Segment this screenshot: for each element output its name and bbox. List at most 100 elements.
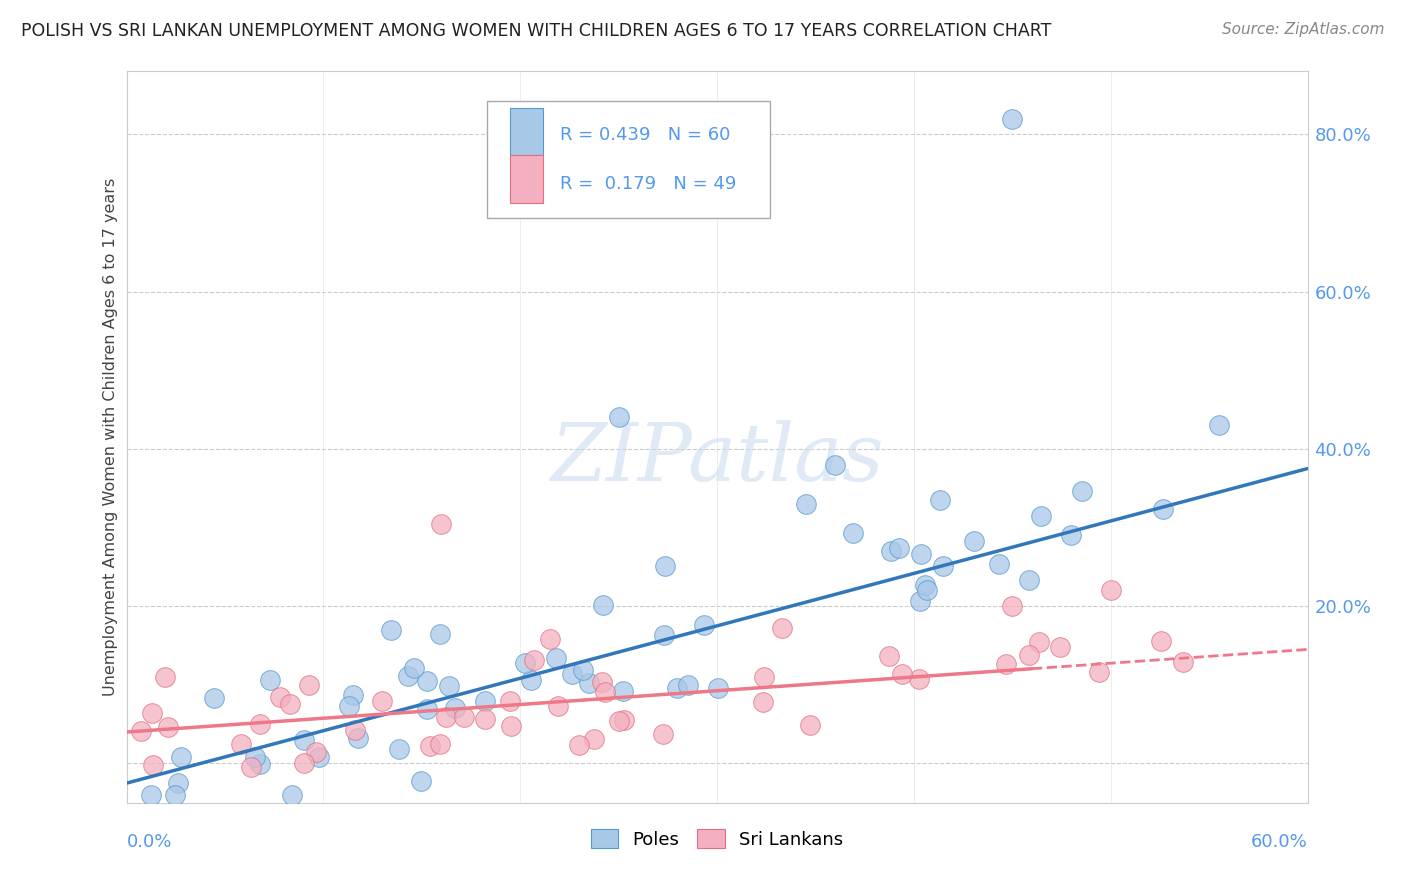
Text: Source: ZipAtlas.com: Source: ZipAtlas.com [1222, 22, 1385, 37]
Text: R = 0.439   N = 60: R = 0.439 N = 60 [560, 126, 730, 145]
Point [411, 774, 433, 789]
Point [139, 788, 162, 802]
Point [794, 497, 817, 511]
Point [1018, 648, 1040, 662]
Point [231, 737, 253, 751]
Point [561, 666, 583, 681]
Point [167, 776, 190, 790]
Point [141, 706, 163, 720]
Point [1028, 634, 1050, 648]
Point [995, 657, 1018, 671]
Text: 60.0%: 60.0% [1251, 833, 1308, 851]
Point [269, 690, 291, 705]
Point [429, 627, 451, 641]
Point [1029, 508, 1052, 523]
Point [170, 750, 193, 764]
Point [652, 628, 675, 642]
Text: R =  0.179   N = 49: R = 0.179 N = 49 [560, 175, 737, 194]
Point [591, 675, 613, 690]
Point [571, 663, 593, 677]
Point [337, 698, 360, 713]
Point [1001, 599, 1024, 614]
Point [1171, 655, 1194, 669]
Point [1001, 112, 1024, 126]
Point [249, 717, 271, 731]
Point [877, 649, 900, 664]
Point [538, 632, 561, 646]
Point [499, 693, 522, 707]
Point [298, 678, 321, 692]
Point [910, 548, 932, 562]
Point [444, 701, 467, 715]
Text: ZIPatlas: ZIPatlas [550, 420, 884, 498]
Point [1087, 665, 1109, 679]
Point [842, 526, 865, 541]
Point [430, 516, 453, 531]
Point [259, 673, 281, 687]
Point [245, 750, 267, 764]
Point [129, 724, 152, 739]
Point [1150, 634, 1173, 648]
Point [752, 695, 775, 709]
Point [380, 623, 402, 637]
Point [666, 681, 689, 695]
Point [546, 651, 568, 665]
Point [914, 578, 936, 592]
Point [987, 557, 1010, 571]
Point [396, 669, 419, 683]
Point [613, 713, 636, 727]
Point [568, 739, 591, 753]
Point [928, 493, 950, 508]
Point [1070, 483, 1092, 498]
Point [1208, 418, 1230, 433]
Point [910, 593, 932, 607]
Point [429, 737, 451, 751]
Point [824, 458, 846, 472]
Point [607, 714, 630, 728]
Point [474, 712, 496, 726]
Point [402, 661, 425, 675]
Point [578, 675, 600, 690]
Point [308, 750, 330, 764]
Point [595, 685, 617, 699]
Point [1099, 583, 1122, 598]
Point [163, 788, 186, 802]
Point [305, 746, 328, 760]
Point [891, 667, 914, 681]
Point [202, 690, 225, 705]
Point [1060, 527, 1083, 541]
Text: 0.0%: 0.0% [127, 833, 172, 851]
Point [963, 533, 986, 548]
Point [434, 710, 457, 724]
Point [142, 758, 165, 772]
Y-axis label: Unemployment Among Women with Children Ages 6 to 17 years: Unemployment Among Women with Children A… [103, 178, 118, 696]
Point [908, 672, 931, 686]
Point [388, 742, 411, 756]
Point [612, 683, 634, 698]
Point [156, 720, 179, 734]
Point [346, 731, 368, 745]
Point [1049, 640, 1071, 654]
Point [1152, 502, 1174, 516]
Point [249, 757, 271, 772]
Point [654, 559, 676, 574]
Legend: Poles, Sri Lankans: Poles, Sri Lankans [583, 822, 851, 856]
Point [415, 674, 437, 689]
Point [292, 733, 315, 747]
FancyBboxPatch shape [510, 155, 544, 203]
Point [371, 693, 394, 707]
Point [153, 670, 176, 684]
Point [520, 673, 543, 687]
Point [523, 653, 546, 667]
Point [1018, 573, 1040, 587]
Point [292, 756, 315, 771]
Point [583, 731, 606, 746]
Point [419, 739, 441, 753]
Point [799, 718, 821, 732]
Point [474, 693, 496, 707]
Point [453, 710, 475, 724]
FancyBboxPatch shape [510, 108, 544, 155]
Point [592, 598, 614, 612]
Point [889, 541, 911, 555]
Point [437, 679, 460, 693]
